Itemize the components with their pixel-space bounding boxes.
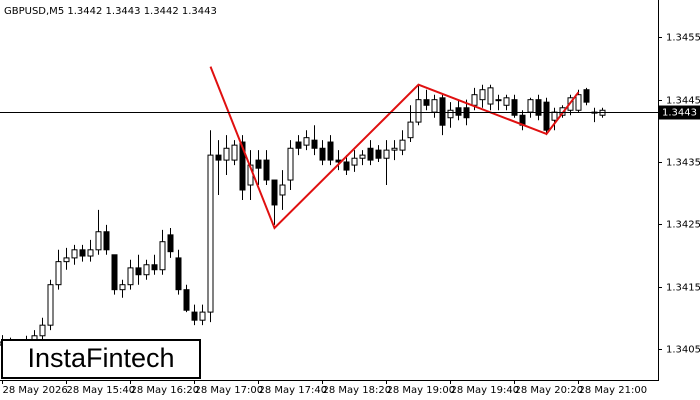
candle-body [39, 324, 46, 337]
candle-body [231, 144, 238, 161]
candle-body [167, 234, 174, 253]
candle-body [279, 184, 286, 196]
candle-body [127, 267, 134, 286]
candle-body [255, 159, 262, 169]
x-tick-label: 28 May 19:40 [451, 385, 520, 396]
candle-body [111, 254, 118, 291]
x-tick-label: 28 May 17:00 [195, 385, 264, 396]
candle-body [135, 267, 142, 276]
candle-body [143, 264, 150, 276]
y-tick-label: 1.3425 [666, 220, 700, 231]
x-tick-label: 28 May 16:20 [131, 385, 200, 396]
candle-body [295, 141, 302, 149]
candle-body [551, 111, 558, 121]
candle-body [343, 161, 350, 171]
candle-body [583, 89, 590, 103]
candle-body [239, 141, 246, 191]
candle-body [327, 141, 334, 161]
candle-body [503, 97, 510, 106]
candle-body [575, 94, 582, 111]
candle-body [543, 101, 550, 131]
candle-body [151, 264, 158, 271]
candle-body [303, 137, 310, 146]
plot-area [0, 66, 606, 352]
candle-body [199, 311, 206, 321]
candle-body [87, 249, 94, 257]
candle-body [71, 249, 78, 259]
candle-body [55, 261, 62, 286]
candle-body [399, 139, 406, 151]
candle-body [271, 179, 278, 206]
x-tick-label: 28 May 17:40 [259, 385, 328, 396]
candle-body [207, 154, 214, 313]
last-price-label: 1.3443 [662, 108, 697, 119]
chart-title: GBPUSD,M5 1.3442 1.3443 1.3442 1.3443 [4, 6, 217, 17]
y-tick-label: 1.3445 [666, 96, 700, 107]
candle-body [79, 249, 86, 257]
x-tick-label: 28 May 2026 [3, 385, 68, 396]
candle-body [375, 149, 382, 159]
x-tick-label: 28 May 15:40 [67, 385, 136, 396]
candle-body [319, 147, 326, 161]
candle-body [223, 147, 230, 161]
candle-body [431, 99, 438, 113]
last-price-box [659, 105, 700, 120]
candle-body [383, 149, 390, 159]
candle-body [447, 109, 454, 119]
candle-body [487, 87, 494, 105]
candle-body [535, 99, 542, 116]
candle-body [191, 311, 198, 321]
candle-body [439, 97, 446, 126]
candle-body [159, 241, 166, 271]
candle-body [263, 159, 270, 181]
candle-body [359, 154, 366, 159]
candle-body [95, 231, 102, 251]
candle-body [511, 99, 518, 116]
x-tick-label: 28 May 19:00 [387, 385, 456, 396]
candle-body [527, 99, 534, 113]
candle-body [183, 289, 190, 311]
candle-body [175, 257, 182, 291]
candle-body [415, 99, 422, 123]
candle-body [367, 147, 374, 161]
candle-body [47, 284, 54, 326]
candle-body [63, 257, 70, 263]
candle-body [119, 284, 126, 291]
y-tick-label: 1.3435 [666, 158, 700, 169]
candle-body [423, 99, 430, 106]
candle-body [103, 231, 110, 251]
y-tick-label: 1.3405 [666, 345, 700, 356]
candle-body [471, 94, 478, 106]
pattern-line [209, 66, 580, 230]
x-tick-label: 28 May 18:20 [323, 385, 392, 396]
candle-body [391, 147, 398, 151]
candle-body [311, 139, 318, 149]
candle-body [287, 147, 294, 181]
candle-body [479, 89, 486, 101]
logo: InstaFintech [27, 343, 174, 373]
candle-body [455, 107, 462, 116]
logo-box [1, 339, 201, 379]
candle-body [407, 121, 414, 139]
candle-body [495, 99, 502, 102]
candle-body [215, 154, 222, 161]
candle-body [351, 157, 358, 166]
x-tick-label: 28 May 21:00 [579, 385, 648, 396]
x-tick-label: 28 May 20:20 [515, 385, 584, 396]
y-tick-label: 1.3455 [666, 33, 700, 44]
y-tick-label: 1.3415 [666, 283, 700, 294]
